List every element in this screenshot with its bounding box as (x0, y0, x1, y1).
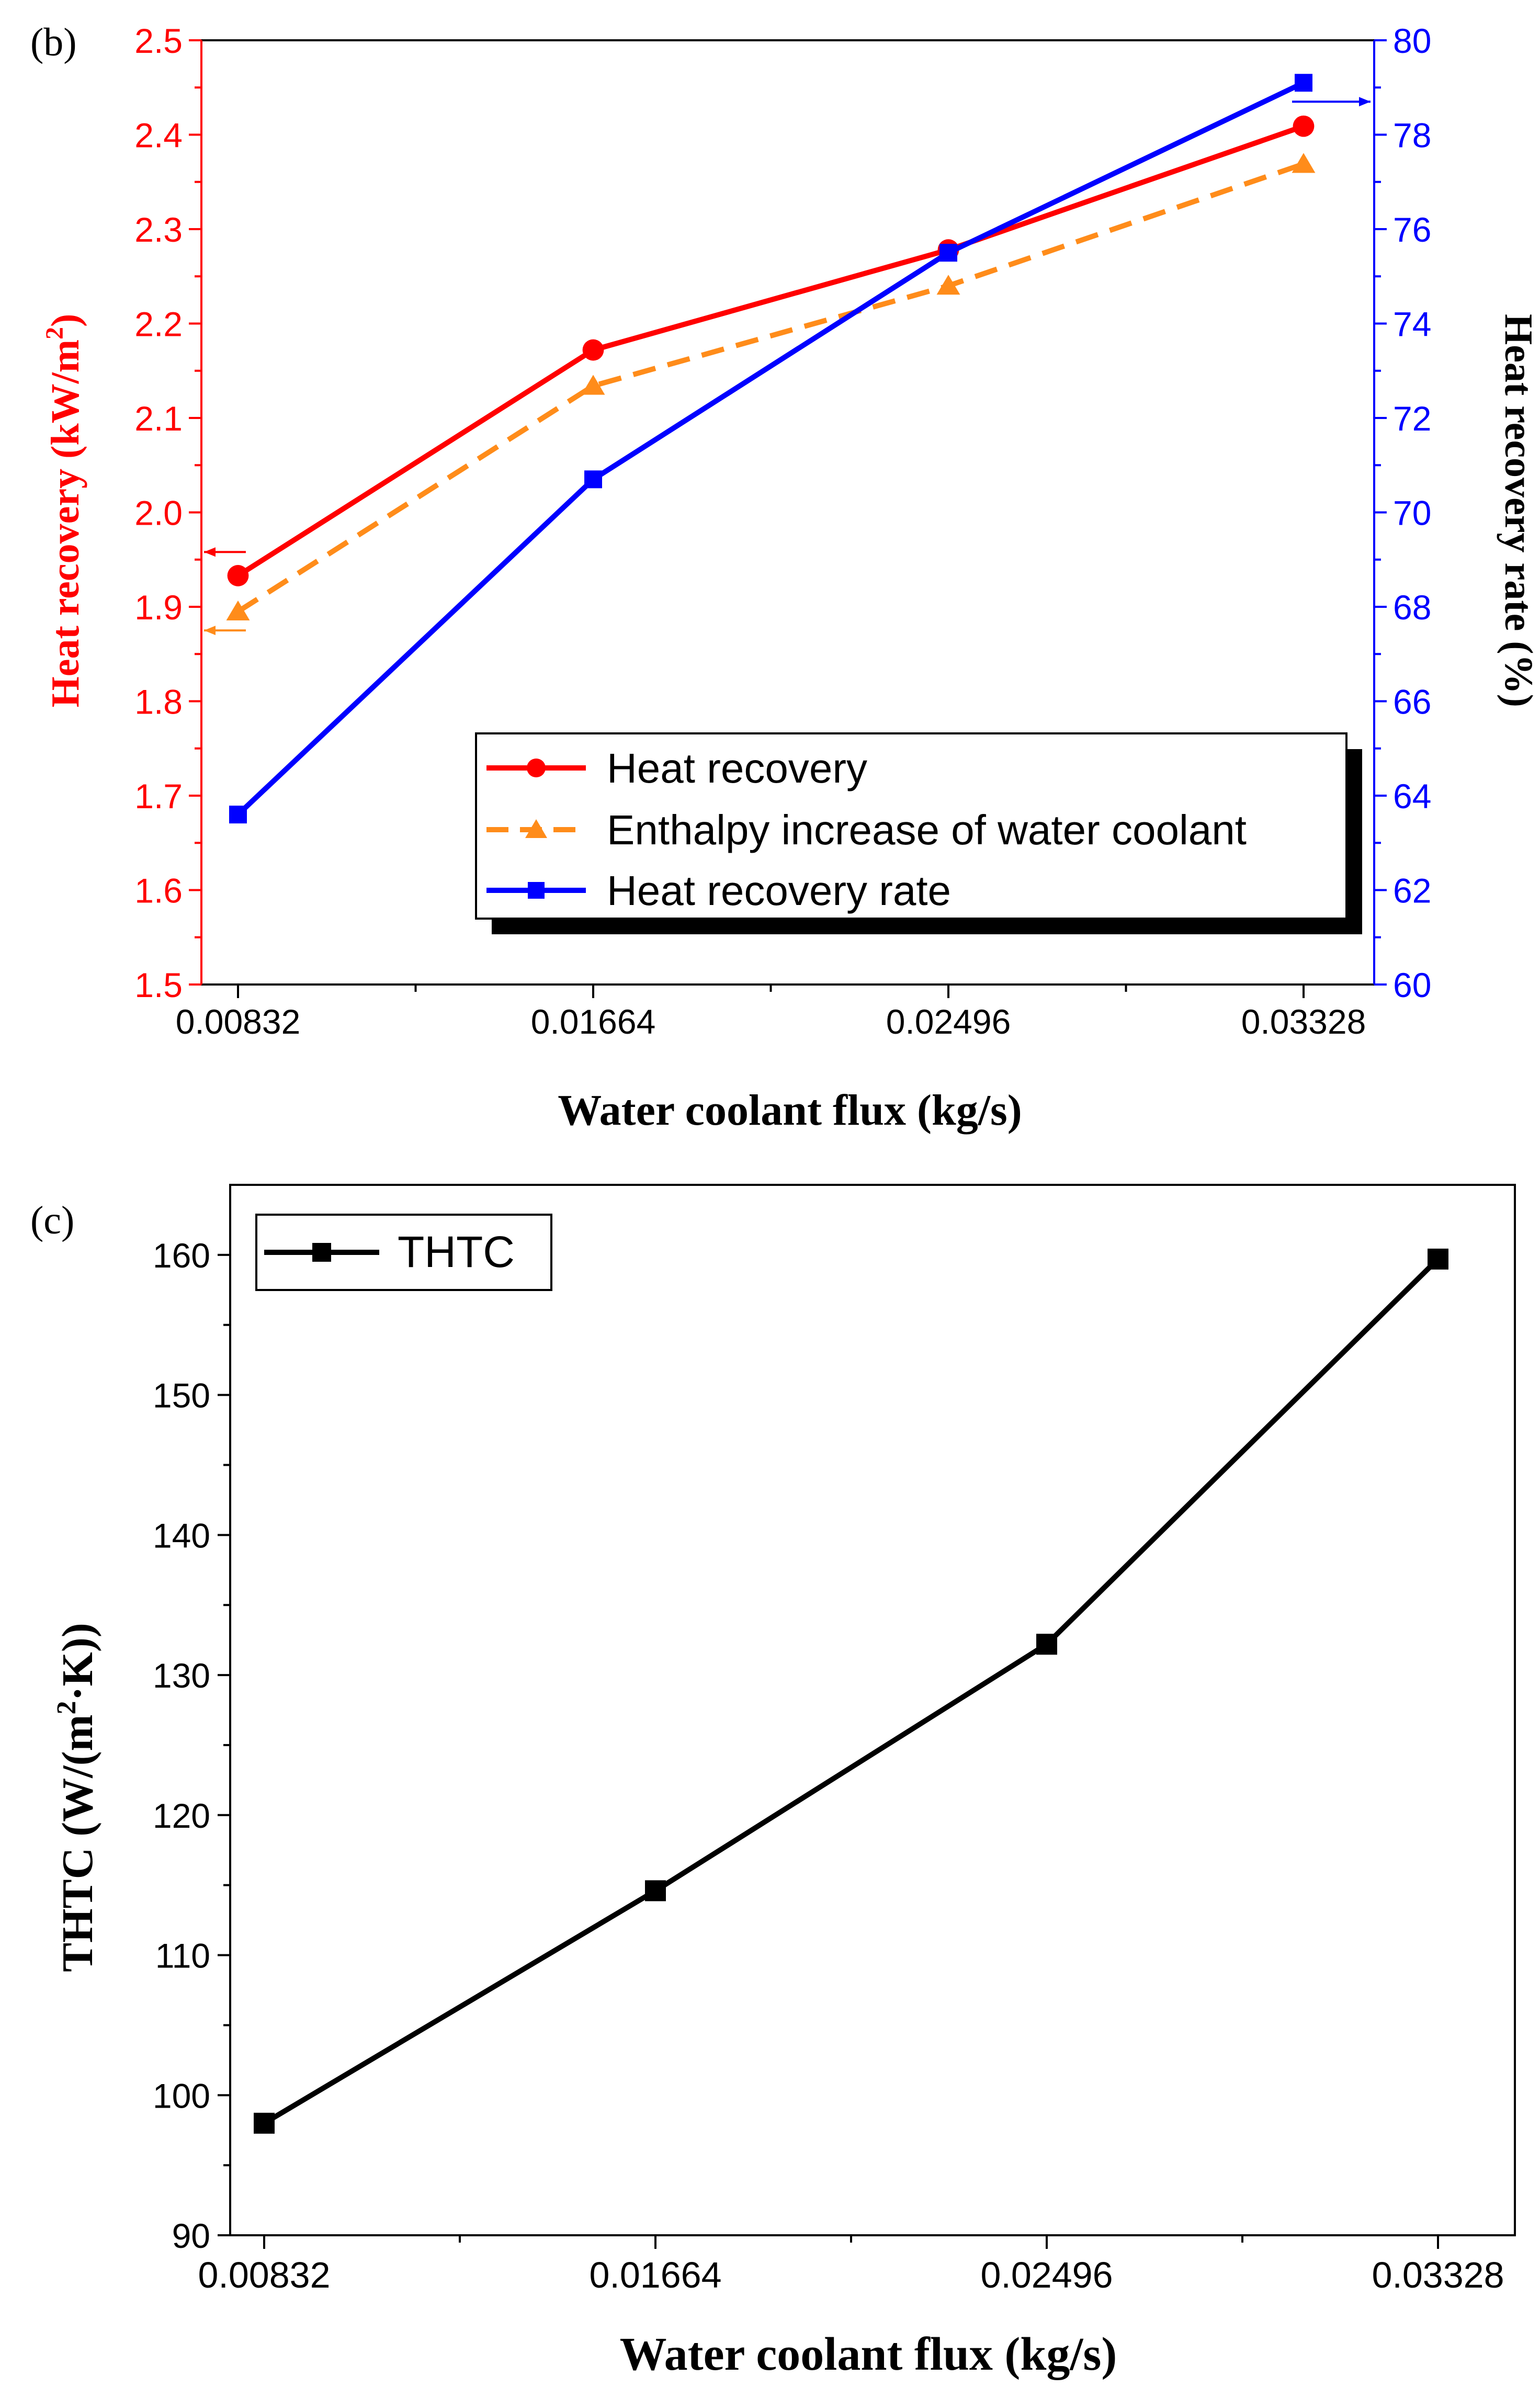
y-tick-label: 100 (153, 2076, 210, 2115)
panel-c-chart: (c) 90 100 110 120 130 140 150 160 0.00832 0.0166… (30, 1184, 1516, 2380)
legend-marker-thtc (312, 1243, 331, 1262)
x-tick-label: 0.01664 (531, 1002, 656, 1041)
left-y-tick-label: 1.9 (134, 588, 183, 627)
data-point (936, 275, 960, 295)
series-line-thtc (263, 1257, 1440, 2126)
legend-marker-heat-recovery (527, 759, 546, 777)
legend-label-heat-recovery: Heat recovery (607, 745, 867, 791)
left-y-tick-label: 1.7 (134, 777, 183, 816)
y-tick-label: 140 (153, 1516, 210, 1555)
left-y-tick-label: 2.1 (134, 399, 183, 438)
y-tick-label: 130 (153, 1656, 210, 1695)
right-y-tick-label: 80 (1393, 21, 1431, 60)
panel-b-right-axis-title: Heat recovery rate (%) (1497, 314, 1540, 707)
series-line-heat-recovery (236, 123, 1305, 578)
panel-b-chart: (b) 1.5 1.6 1.7 1.8 1.9 2.0 2.1 2.2 2.3 2.4 2.5 60 6… (30, 20, 1540, 1135)
data-point (1293, 115, 1315, 137)
legend-marker-heat-recovery-rate (528, 882, 545, 899)
data-point (254, 2112, 275, 2134)
left-y-tick-label: 2.2 (134, 305, 183, 344)
x-tick-label: 0.03328 (1372, 2255, 1504, 2295)
x-tick-label: 0.02496 (886, 1002, 1011, 1041)
panel-b-label: (b) (30, 20, 77, 64)
right-y-tick-label: 62 (1393, 872, 1431, 910)
left-y-tick-label: 2.0 (134, 494, 183, 533)
panel-b-plot-area: 1.5 1.6 1.7 1.8 1.9 2.0 2.1 2.2 2.3 2.4 2.5 60 62 64 6… (134, 21, 1431, 1041)
y-tick-label: 110 (155, 1937, 210, 1975)
right-y-tick-label: 70 (1393, 494, 1431, 533)
left-y-tick-label: 1.5 (134, 966, 183, 1004)
data-point (581, 375, 605, 395)
y-tick-label: 150 (153, 1376, 210, 1415)
panel-b-x-axis-title: Water coolant flux (kg/s) (558, 1086, 1022, 1135)
legend-box (475, 732, 1348, 920)
series-line-enthalpy-increase-of-water-coolant (236, 161, 1305, 614)
x-tick-label: 0.03328 (1241, 1002, 1366, 1041)
legend-marker-enthalpy (525, 819, 547, 838)
left-y-tick-label: 2.3 (134, 210, 183, 249)
series-line-heat-recovery-rate (236, 80, 1305, 817)
y-tick-label: 90 (172, 2216, 210, 2255)
y-tick-label: 160 (153, 1236, 210, 1275)
data-point (582, 339, 604, 361)
right-y-tick-label: 78 (1393, 116, 1431, 155)
panel-c-legend: THTC (255, 1214, 552, 1291)
x-tick-label: 0.00832 (198, 2255, 330, 2295)
data-point (1036, 1634, 1057, 1655)
x-tick-label: 0.00832 (176, 1002, 301, 1041)
legend-label-heat-recovery-rate: Heat recovery rate (607, 867, 951, 914)
legend-label-thtc: THTC (398, 1227, 515, 1276)
data-point (227, 565, 249, 586)
data-point (584, 470, 602, 489)
data-point (645, 1880, 666, 1902)
panel-c-plot-area: 90 100 110 120 130 140 150 160 0.00832 0.01664 0.0… (153, 1184, 1516, 2295)
right-y-tick-label: 76 (1393, 210, 1431, 249)
panel-c-label: (c) (30, 1198, 74, 1242)
y-tick-label: 120 (153, 1796, 210, 1835)
panel-c-x-axis-title: Water coolant flux (kg/s) (620, 2328, 1117, 2380)
heat-recovery-axis-arrow-head (204, 547, 216, 557)
data-point (1295, 74, 1312, 92)
data-point (939, 244, 957, 262)
right-y-tick-label: 66 (1393, 683, 1431, 721)
right-y-tick-label: 74 (1393, 305, 1431, 344)
x-tick-label: 0.02496 (980, 2255, 1113, 2295)
heat-recovery-rate-axis-arrow-head (1359, 97, 1371, 107)
right-y-tick-label: 72 (1393, 399, 1431, 438)
left-y-tick-label: 2.4 (134, 116, 183, 155)
left-y-tick-label: 2.5 (134, 21, 183, 60)
enthalpy-axis-arrow-head (204, 626, 216, 636)
x-tick-label: 0.01664 (589, 2255, 721, 2295)
left-y-tick-label: 1.8 (134, 683, 183, 721)
right-y-tick-label: 64 (1393, 777, 1431, 816)
left-y-tick-label: 1.6 (134, 872, 183, 910)
right-y-tick-label: 60 (1393, 966, 1431, 1004)
data-point (229, 806, 247, 824)
panel-c-y-axis-title: THTC (W/(m2·K)) (52, 1623, 102, 1972)
data-point (226, 600, 250, 621)
legend-label-enthalpy: Enthalpy increase of water coolant (607, 807, 1247, 853)
plot-frame (229, 1184, 1516, 2236)
panel-b-legend: Heat recovery Enthalpy increase of water… (475, 732, 1362, 934)
panel-b-left-axis-title: Heat recovery (kW/m2) (41, 314, 87, 708)
data-point (1428, 1248, 1448, 1270)
right-y-tick-label: 68 (1393, 588, 1431, 627)
data-point (1292, 153, 1316, 173)
